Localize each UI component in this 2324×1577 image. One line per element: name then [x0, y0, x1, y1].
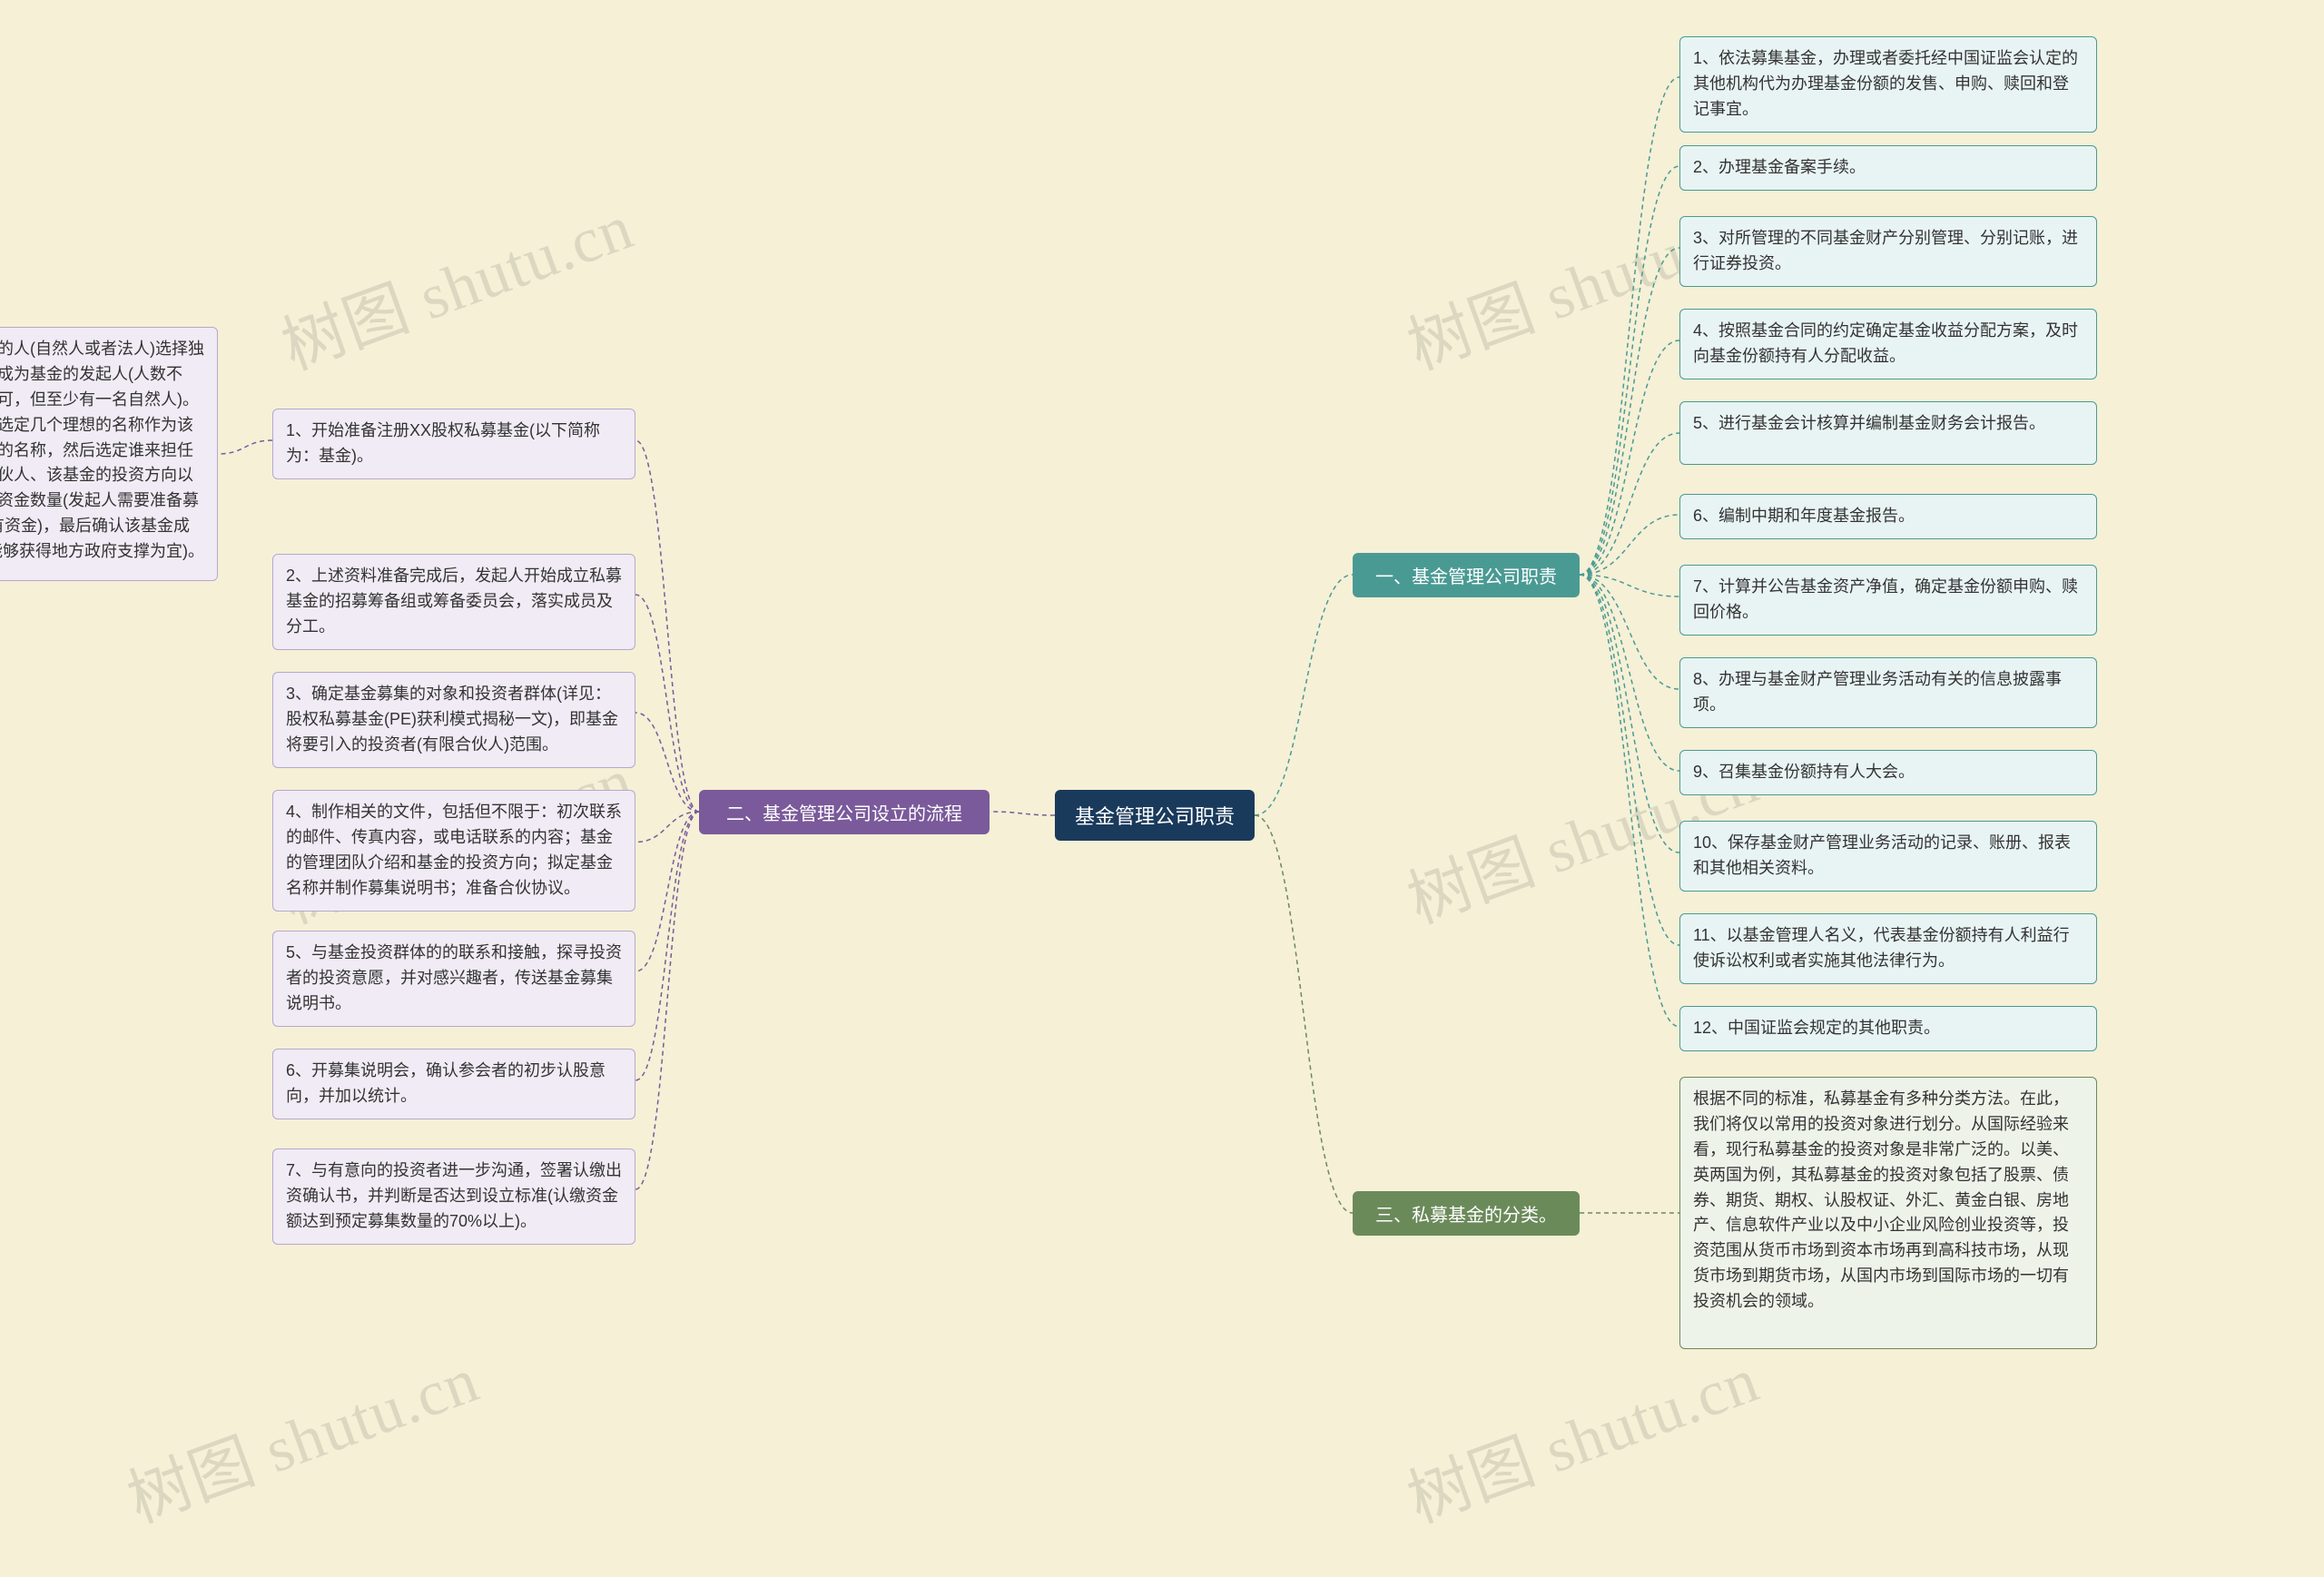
leaf-node[interactable]: 7、计算并公告基金资产净值，确定基金份额申购、赎回价格。: [1679, 565, 2097, 636]
leaf-node[interactable]: 6、开募集说明会，确认参会者的初步认股意向，并加以统计。: [272, 1049, 635, 1119]
leaf-node[interactable]: 11、以基金管理人名义，代表基金份额持有人利益行使诉讼权利或者实施其他法律行为。: [1679, 913, 2097, 984]
branch-node[interactable]: 三、私募基金的分类。: [1353, 1191, 1580, 1236]
leaf-node[interactable]: 6、编制中期和年度基金报告。: [1679, 494, 2097, 539]
leaf-node[interactable]: 4、制作相关的文件，包括但不限于：初次联系的邮件、传真内容，或电话联系的内容；基…: [272, 790, 635, 912]
branch-node[interactable]: 一、基金管理公司职责: [1353, 553, 1580, 597]
leaf-node[interactable]: 5、进行基金会计核算并编制基金财务会计报告。: [1679, 401, 2097, 465]
leaf-node[interactable]: 8、办理与基金财产管理业务活动有关的信息披露事项。: [1679, 657, 2097, 728]
leaf-node[interactable]: 2、办理基金备案手续。: [1679, 145, 2097, 191]
leaf-node[interactable]: 12、中国证监会规定的其他职责。: [1679, 1006, 2097, 1051]
leaf-node[interactable]: 3、确定基金募集的对象和投资者群体(详见：股权私募基金(PE)获利模式揭秘一文)…: [272, 672, 635, 768]
leaf-node[interactable]: 3、对所管理的不同基金财产分别管理、分别记账，进行证券投资。: [1679, 216, 2097, 287]
leaf-node[interactable]: 1、开始准备注册XX股权私募基金(以下简称为：基金)。: [272, 409, 635, 479]
leaf-node[interactable]: 9、召集基金份额持有人大会。: [1679, 750, 2097, 795]
leaf-node[interactable]: 5、与基金投资群体的的联系和接触，探寻投资者的投资意愿，并对感兴趣者，传送基金募…: [272, 931, 635, 1027]
leaf-node[interactable]: 4、按照基金合同的约定确定基金收益分配方案，及时向基金份额持有人分配收益。: [1679, 309, 2097, 379]
leaf-node[interactable]: 首先，准备发起基金的人(自然人或者法人)选择独立或者联合朋友共同成为基金的发起人…: [0, 327, 218, 581]
branch-node[interactable]: 二、基金管理公司设立的流程: [699, 790, 990, 834]
leaf-node[interactable]: 7、与有意向的投资者进一步沟通，签署认缴出资确认书，并判断是否达到设立标准(认缴…: [272, 1148, 635, 1245]
leaf-node[interactable]: 1、依法募集基金，办理或者委托经中国证监会认定的其他机构代为办理基金份额的发售、…: [1679, 36, 2097, 133]
leaf-node[interactable]: 2、上述资料准备完成后，发起人开始成立私募基金的招募筹备组或筹备委员会，落实成员…: [272, 554, 635, 650]
root-node[interactable]: 基金管理公司职责: [1055, 790, 1255, 841]
leaf-node[interactable]: 10、保存基金财产管理业务活动的记录、账册、报表和其他相关资料。: [1679, 821, 2097, 892]
leaf-node[interactable]: 根据不同的标准，私募基金有多种分类方法。在此，我们将仅以常用的投资对象进行划分。…: [1679, 1077, 2097, 1349]
